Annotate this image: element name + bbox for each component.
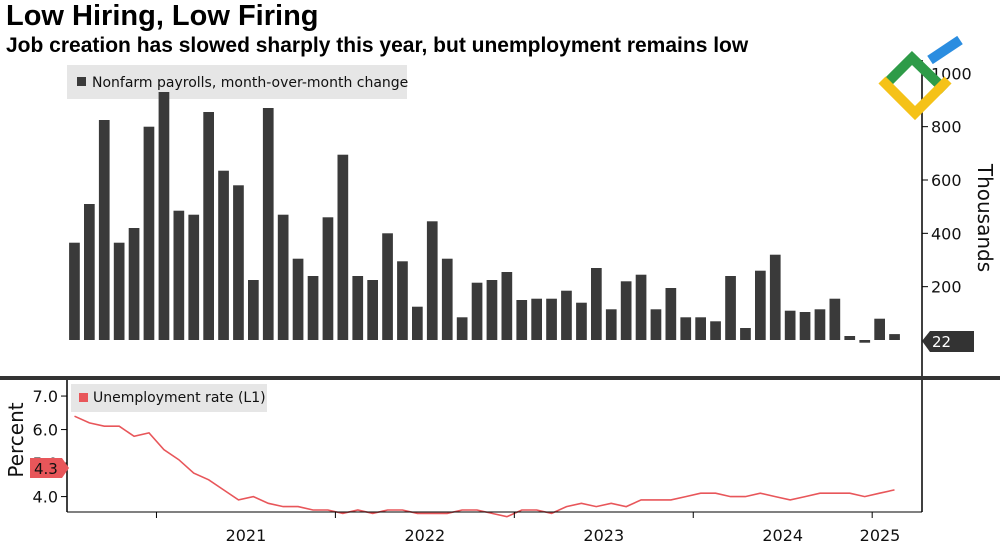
payrolls-y-tick-label: 200 bbox=[931, 278, 962, 297]
payrolls-legend-label: Nonfarm payrolls, month-over-month chang… bbox=[92, 75, 408, 91]
payroll-bar bbox=[352, 276, 364, 340]
x-tick-label: 2024 bbox=[762, 526, 803, 545]
payroll-bar bbox=[829, 298, 841, 340]
payroll-bar bbox=[426, 221, 438, 340]
payroll-bar bbox=[337, 154, 349, 340]
unemployment-y-tick-label: 7.0 bbox=[33, 387, 58, 406]
x-tick-label: 2025 bbox=[860, 526, 901, 545]
payroll-bar bbox=[188, 214, 200, 340]
payroll-bar bbox=[591, 268, 602, 340]
payroll-bar bbox=[650, 309, 662, 340]
payroll-bar bbox=[456, 317, 468, 340]
payroll-bar bbox=[620, 281, 632, 340]
payrolls-last-value: 22 bbox=[932, 333, 951, 351]
payroll-bar bbox=[218, 170, 229, 340]
payroll-bar bbox=[113, 242, 125, 340]
payroll-bar bbox=[561, 290, 572, 340]
unemployment-y-tick-label: 6.0 bbox=[33, 421, 58, 440]
payroll-bar bbox=[889, 334, 900, 340]
payroll-bar bbox=[769, 254, 781, 340]
brand-logo-icon bbox=[878, 35, 963, 121]
chart-subtitle: Job creation has slowed sharply this yea… bbox=[6, 34, 749, 57]
payroll-bar bbox=[605, 309, 617, 340]
payroll-bar bbox=[725, 276, 736, 340]
payroll-bar bbox=[844, 336, 856, 340]
payroll-bar bbox=[859, 340, 871, 343]
payroll-bar bbox=[158, 92, 170, 340]
payroll-bar bbox=[248, 280, 259, 340]
payroll-bar bbox=[84, 204, 95, 340]
x-tick-label: 2022 bbox=[404, 526, 445, 545]
payroll-bar bbox=[397, 261, 408, 340]
payroll-bar bbox=[814, 309, 826, 340]
payroll-bar bbox=[382, 233, 393, 340]
payroll-bar bbox=[784, 310, 796, 340]
payroll-bar bbox=[665, 288, 677, 340]
payroll-bar bbox=[98, 120, 110, 340]
unemployment-last-value: 4.3 bbox=[34, 460, 58, 478]
payroll-bar bbox=[471, 282, 483, 340]
payroll-bar bbox=[486, 280, 498, 340]
x-tick-label: 2023 bbox=[583, 526, 624, 545]
payrolls-y-tick-label: 600 bbox=[931, 171, 962, 190]
payroll-bar bbox=[874, 318, 885, 340]
payroll-bar bbox=[799, 312, 811, 340]
payroll-bar bbox=[695, 317, 706, 340]
unemployment-legend-label: Unemployment rate (L1) bbox=[93, 390, 266, 406]
payroll-bar bbox=[143, 126, 155, 340]
payroll-bar bbox=[322, 217, 334, 340]
unemployment-y-label: Percent bbox=[4, 402, 28, 477]
payrolls-y-tick-label: 400 bbox=[931, 224, 962, 243]
payroll-bar bbox=[307, 276, 319, 340]
payrolls-y-axis: 200 400 600 800 1000 bbox=[922, 64, 972, 297]
payroll-bar bbox=[69, 242, 80, 340]
payroll-bar bbox=[128, 228, 140, 340]
payroll-bar bbox=[531, 298, 542, 340]
payroll-bar bbox=[367, 280, 378, 340]
x-axis: 2021 2022 2023 2024 2025 bbox=[155, 512, 901, 545]
payroll-bar bbox=[203, 112, 214, 340]
chart-title: Low Hiring, Low Firing bbox=[6, 0, 319, 32]
payroll-bar bbox=[412, 306, 423, 340]
payroll-bar bbox=[740, 328, 751, 340]
unemployment-line bbox=[74, 415, 895, 518]
payroll-bar bbox=[233, 185, 244, 340]
payroll-bar bbox=[441, 258, 453, 340]
payroll-bar bbox=[173, 210, 185, 340]
unemployment-legend-swatch bbox=[79, 393, 88, 402]
x-tick-label: 2021 bbox=[226, 526, 267, 545]
payroll-bar bbox=[277, 214, 289, 340]
payroll-bar bbox=[501, 272, 513, 340]
unemployment-y-tick-label: 4.0 bbox=[33, 488, 58, 507]
payrolls-legend-box bbox=[67, 65, 407, 99]
payroll-bar bbox=[635, 274, 647, 340]
payroll-bar bbox=[516, 300, 528, 340]
unemployment-last-value-tag: 4.3 bbox=[30, 458, 69, 478]
payrolls-legend-swatch bbox=[77, 77, 86, 86]
payrolls-bars bbox=[69, 92, 900, 343]
payrolls-y-label: Thousands bbox=[973, 163, 997, 272]
payrolls-y-tick-label: 1000 bbox=[931, 64, 972, 83]
payroll-bar bbox=[755, 270, 766, 340]
payrolls-last-value-tag: 22 bbox=[922, 331, 974, 352]
unemployment-y-axis: 7.06.05.04.0 bbox=[33, 387, 67, 507]
payroll-bar bbox=[546, 298, 557, 340]
payroll-bar bbox=[292, 258, 304, 340]
payroll-bar bbox=[262, 108, 274, 340]
unemployment-legend-box bbox=[71, 384, 267, 412]
payrolls-y-tick-label: 800 bbox=[931, 118, 962, 137]
payroll-bar bbox=[710, 321, 721, 340]
payroll-bar bbox=[576, 302, 587, 340]
payroll-bar bbox=[680, 317, 692, 340]
